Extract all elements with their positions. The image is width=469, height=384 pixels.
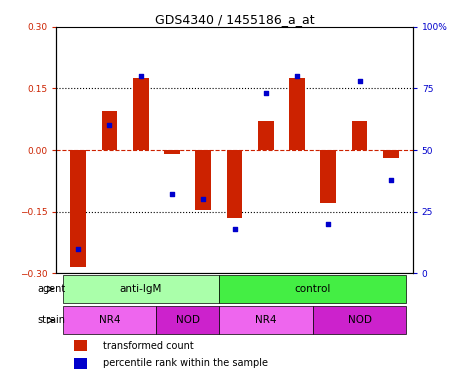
Text: GSM915690: GSM915690 bbox=[74, 276, 83, 323]
Text: GSM915689: GSM915689 bbox=[293, 276, 302, 322]
Point bbox=[75, 246, 82, 252]
Bar bbox=[70, 150, 86, 267]
Point bbox=[293, 73, 301, 79]
Bar bbox=[219, 306, 313, 334]
Text: strain: strain bbox=[38, 315, 66, 325]
Text: agent: agent bbox=[38, 284, 66, 294]
Point bbox=[356, 78, 363, 84]
Text: NR4: NR4 bbox=[98, 315, 120, 325]
Bar bbox=[74, 358, 87, 369]
Text: GSM915685: GSM915685 bbox=[167, 276, 176, 322]
Text: NOD: NOD bbox=[175, 315, 200, 325]
Text: GSM915691: GSM915691 bbox=[105, 276, 114, 322]
Bar bbox=[133, 78, 149, 150]
Point bbox=[137, 73, 144, 79]
Bar bbox=[289, 78, 305, 150]
Bar bbox=[196, 150, 211, 210]
Point bbox=[262, 90, 270, 96]
Text: GSM915683: GSM915683 bbox=[355, 276, 364, 322]
Text: GSM915682: GSM915682 bbox=[324, 276, 333, 322]
Bar bbox=[164, 150, 180, 154]
Text: percentile rank within the sample: percentile rank within the sample bbox=[103, 358, 268, 368]
Text: anti-IgM: anti-IgM bbox=[120, 284, 162, 294]
Text: GSM915687: GSM915687 bbox=[230, 276, 239, 322]
Point bbox=[106, 122, 113, 129]
Point bbox=[231, 226, 238, 232]
Text: control: control bbox=[295, 284, 331, 294]
Bar bbox=[74, 340, 87, 351]
Bar bbox=[219, 275, 407, 303]
Bar bbox=[320, 150, 336, 204]
Point bbox=[325, 221, 332, 227]
Title: GDS4340 / 1455186_a_at: GDS4340 / 1455186_a_at bbox=[155, 13, 314, 26]
Bar bbox=[156, 306, 219, 334]
Bar bbox=[227, 150, 242, 218]
Point bbox=[387, 177, 394, 183]
Bar bbox=[352, 121, 367, 150]
Bar bbox=[313, 306, 407, 334]
Point bbox=[199, 196, 207, 202]
Text: NR4: NR4 bbox=[255, 315, 277, 325]
Text: NOD: NOD bbox=[348, 315, 371, 325]
Bar bbox=[62, 275, 219, 303]
Text: GSM915684: GSM915684 bbox=[386, 276, 395, 322]
Text: GSM915686: GSM915686 bbox=[199, 276, 208, 322]
Point bbox=[168, 191, 176, 197]
Bar bbox=[102, 111, 117, 150]
Text: GSM915688: GSM915688 bbox=[261, 276, 270, 322]
Bar bbox=[383, 150, 399, 158]
Text: transformed count: transformed count bbox=[103, 341, 193, 351]
Text: GSM915692: GSM915692 bbox=[136, 276, 145, 322]
Bar bbox=[258, 121, 273, 150]
Bar bbox=[62, 306, 156, 334]
